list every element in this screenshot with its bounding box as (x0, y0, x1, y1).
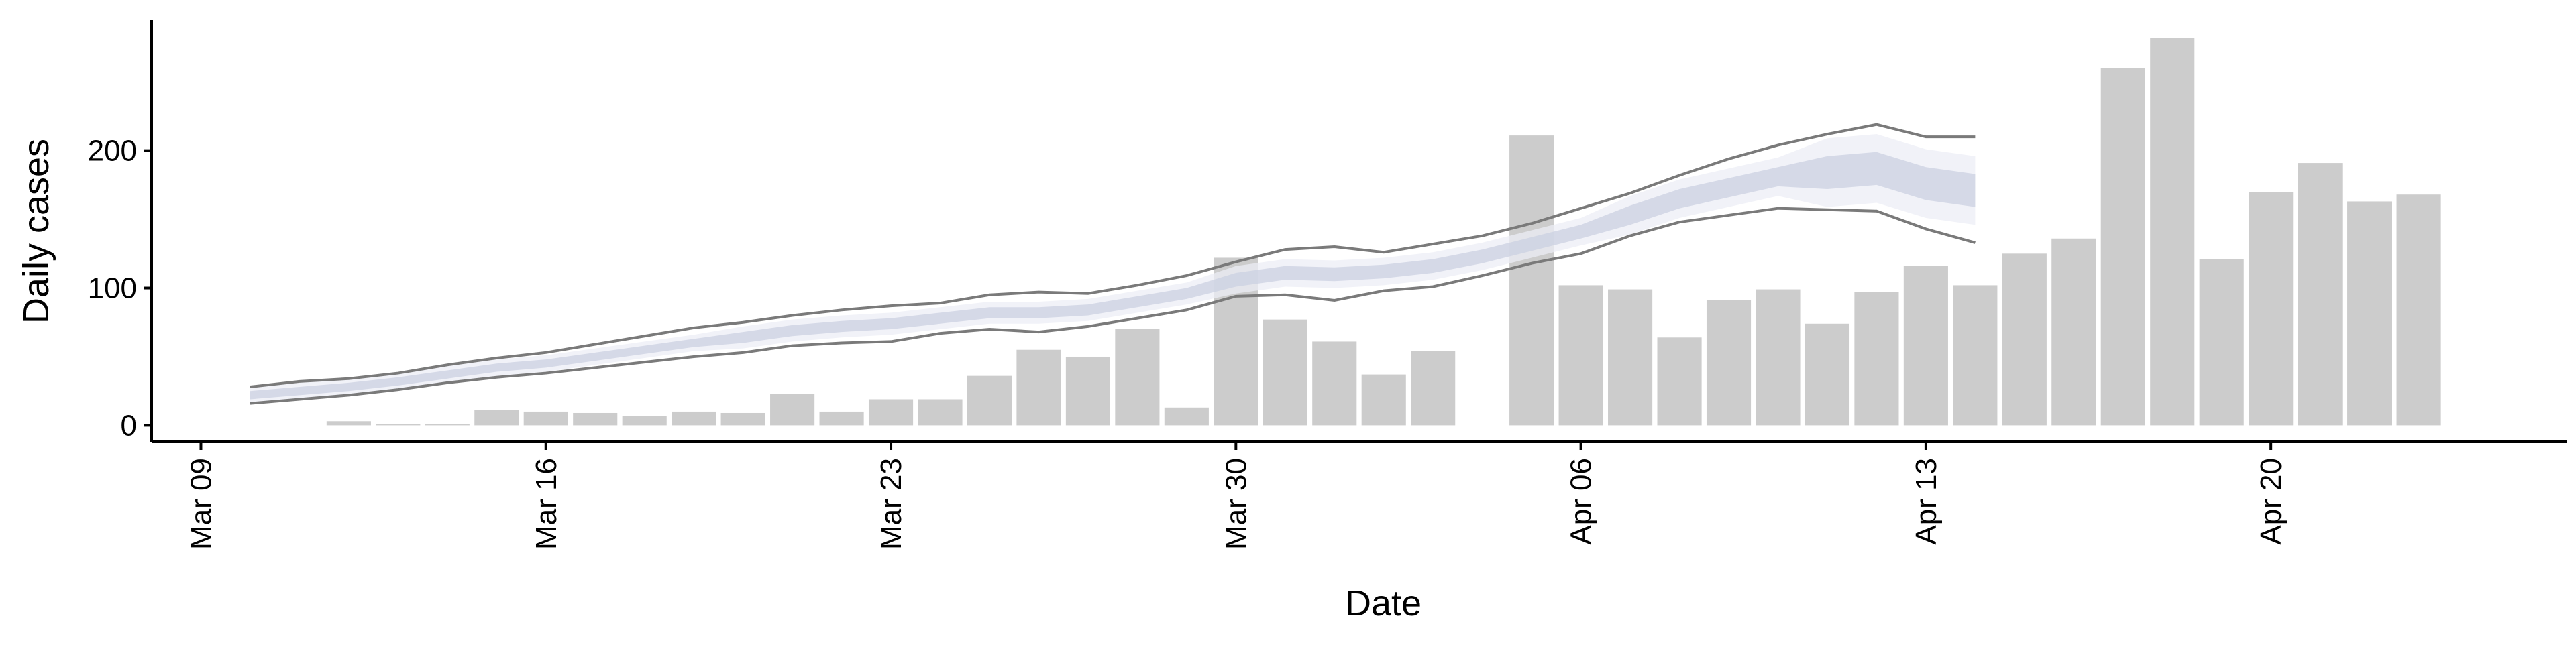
bar (1115, 329, 1160, 426)
bar (1016, 349, 1061, 426)
y-tick-label: 100 (88, 272, 137, 305)
bar (1657, 337, 1702, 426)
bar (326, 421, 371, 426)
bar (2199, 259, 2244, 426)
bar (2150, 38, 2195, 426)
bar (1065, 356, 1110, 426)
x-tick-label: Apr 13 (1910, 458, 1943, 545)
bar (868, 399, 914, 426)
y-tick-label: 0 (121, 409, 137, 442)
bar (819, 411, 864, 426)
x-axis-title: Date (1345, 583, 1421, 624)
bar (425, 424, 470, 426)
bar (1312, 341, 1357, 426)
bar (573, 412, 618, 426)
x-tick-label: Mar 16 (530, 458, 563, 550)
bar (1558, 285, 1603, 426)
bar (1164, 407, 1209, 426)
bar (2051, 238, 2096, 426)
bar (376, 424, 421, 426)
bar (1706, 300, 1752, 426)
bar (967, 375, 1012, 426)
bar (2002, 253, 2047, 426)
x-tick-label: Apr 06 (1565, 458, 1598, 545)
bar (770, 394, 815, 426)
bar (1411, 351, 1456, 426)
bar (523, 411, 568, 426)
bar (2100, 68, 2145, 426)
bar (474, 410, 519, 426)
x-tick-label: Mar 23 (875, 458, 908, 550)
bar (1608, 289, 1653, 426)
bar (1361, 374, 1406, 426)
bound-line (250, 207, 1976, 405)
bar (1509, 135, 1554, 426)
bar (1903, 266, 1948, 426)
x-tick-label: Apr 20 (2255, 458, 2288, 545)
bound-line (250, 123, 1976, 389)
bar (2298, 163, 2343, 426)
bar (672, 411, 716, 426)
bar (720, 412, 765, 426)
x-tick-label: Mar 30 (1220, 458, 1252, 550)
bar (2347, 201, 2392, 426)
interval-band (250, 152, 1976, 400)
bar (2396, 194, 2441, 426)
bar (1805, 323, 1850, 426)
y-axis-title: Daily cases (16, 139, 56, 324)
bar (1854, 292, 1899, 426)
bar (1756, 289, 1801, 426)
bar (622, 416, 667, 426)
bar (918, 399, 963, 426)
x-tick-label: Mar 09 (184, 458, 217, 550)
bar (1953, 285, 1998, 426)
plot-area (250, 38, 2441, 426)
bar (2249, 192, 2294, 426)
y-tick-label: 200 (88, 135, 137, 168)
bar (1263, 319, 1307, 426)
